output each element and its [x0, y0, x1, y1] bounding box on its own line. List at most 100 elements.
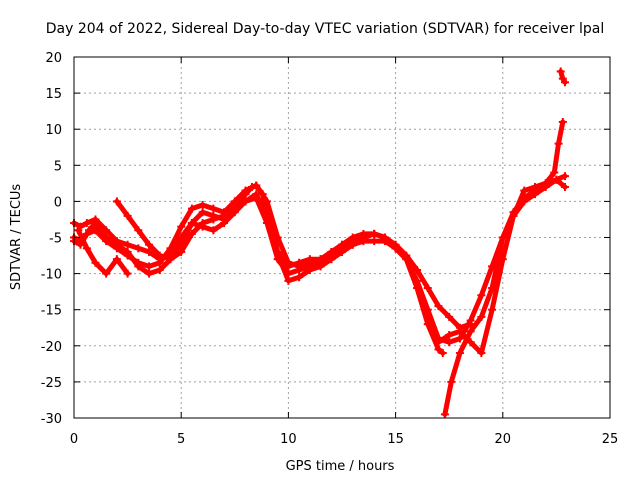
- data-point: [466, 327, 475, 336]
- data-point: [209, 215, 218, 224]
- data-point: [327, 247, 336, 256]
- data-point: [466, 316, 475, 325]
- data-point: [145, 247, 154, 256]
- x-tick-label: 15: [387, 432, 404, 447]
- data-point: [556, 67, 565, 76]
- data-point: [262, 211, 271, 220]
- y-tick-label: -25: [41, 376, 62, 391]
- data-point: [241, 186, 250, 195]
- data-point: [423, 284, 432, 293]
- data-point: [558, 117, 567, 126]
- data-point: [380, 237, 389, 246]
- x-tick-label: 0: [70, 432, 78, 447]
- data-point: [91, 258, 100, 267]
- data-point: [434, 302, 443, 311]
- data-point: [230, 197, 239, 206]
- y-tick-label: 15: [45, 87, 62, 102]
- data-point: [455, 327, 464, 336]
- x-tick-label: 5: [177, 432, 185, 447]
- data-point: [295, 265, 304, 274]
- data-point: [498, 255, 507, 264]
- data-point: [413, 284, 422, 293]
- data-point: [284, 258, 293, 267]
- data-point: [112, 240, 121, 249]
- data-point: [445, 312, 454, 321]
- data-point: [348, 240, 357, 249]
- y-tick-label: -15: [41, 304, 62, 319]
- data-point: [477, 312, 486, 321]
- data-point: [359, 237, 368, 246]
- data-point: [112, 197, 121, 206]
- data-point: [145, 269, 154, 278]
- data-point: [155, 251, 164, 260]
- data-point: [220, 211, 229, 220]
- ticks: [73, 56, 611, 419]
- data-point: [423, 320, 432, 329]
- data-point: [498, 233, 507, 242]
- data-point: [520, 186, 529, 195]
- data-point: [252, 190, 261, 199]
- data-point: [102, 233, 111, 242]
- data-point: [74, 226, 83, 235]
- data-point: [134, 262, 143, 271]
- x-tick-label: 10: [280, 432, 297, 447]
- data-point: [541, 179, 550, 188]
- data-point: [370, 229, 379, 238]
- data-point: [509, 211, 518, 220]
- chart-title: Day 204 of 2022, Sidereal Day-to-day VTE…: [46, 21, 604, 37]
- data-point: [177, 233, 186, 242]
- data-point: [187, 204, 196, 213]
- data-point: [440, 410, 449, 419]
- data-point: [187, 219, 196, 228]
- data-point: [102, 269, 111, 278]
- data-point: [445, 330, 454, 339]
- data-point: [466, 338, 475, 347]
- data-point: [269, 233, 278, 242]
- y-tick-label: -10: [41, 268, 62, 283]
- series-track-4: [75, 227, 131, 277]
- data-point: [447, 377, 456, 386]
- data-point: [552, 175, 561, 184]
- y-tick-labels: 20 15 10 5 0 -5 -10 -15 -20 -25 -30: [41, 51, 62, 427]
- data-point: [220, 219, 229, 228]
- data-point: [187, 229, 196, 238]
- y-tick-label: -20: [41, 340, 62, 355]
- data-point: [434, 345, 443, 354]
- x-axis-label: GPS time / hours: [286, 459, 395, 474]
- data-point: [370, 237, 379, 246]
- y-tick-label: 0: [54, 195, 62, 210]
- data-point: [338, 247, 346, 256]
- data-point: [155, 265, 164, 274]
- data-point: [262, 197, 271, 206]
- y-tick-label: 10: [45, 123, 62, 138]
- data-point: [488, 305, 497, 314]
- data-point: [438, 349, 447, 358]
- data-point: [145, 240, 154, 249]
- data-point: [477, 349, 486, 358]
- data-point: [177, 247, 186, 256]
- data-point: [123, 211, 132, 220]
- data-point: [477, 291, 486, 300]
- series-track-7: [436, 119, 566, 356]
- data-point: [327, 255, 336, 264]
- data-point: [530, 182, 539, 191]
- y-tick-label: 20: [45, 51, 62, 66]
- data-point: [338, 240, 346, 249]
- grid: [74, 57, 610, 418]
- data-point: [284, 276, 293, 285]
- data-point: [275, 255, 284, 264]
- data-point: [295, 273, 304, 282]
- x-tick-label: 20: [495, 432, 512, 447]
- data-point: [177, 222, 186, 231]
- y-tick-label: -5: [49, 232, 62, 247]
- data-point: [560, 172, 569, 181]
- data-point: [123, 240, 132, 249]
- data-point: [560, 182, 569, 191]
- data-point: [85, 226, 94, 235]
- data-point: [560, 78, 569, 87]
- x-tick-label: 25: [602, 432, 619, 447]
- data-point: [445, 338, 454, 347]
- y-tick-label: 5: [54, 159, 62, 174]
- data-point: [530, 190, 539, 199]
